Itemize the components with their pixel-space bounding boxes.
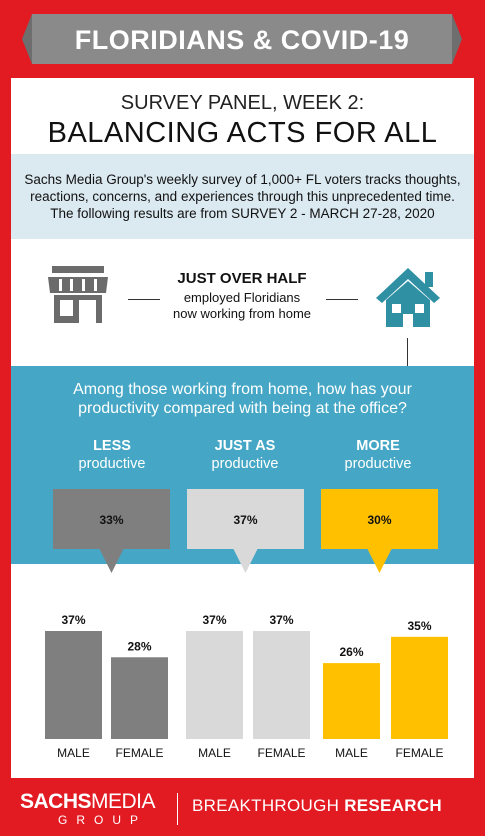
page-headline: BALANCING ACTS FOR ALL <box>47 117 438 149</box>
connector-left <box>128 299 160 300</box>
gender-value-label-1-0: 37% <box>202 613 226 627</box>
overall-productivity-chart: 33% 37% 30% <box>53 489 438 573</box>
wfh-line-2: now working from home <box>173 306 311 321</box>
title-banner: FLORIDIANS & COVID-19 <box>32 14 452 64</box>
productivity-question: Among those working from home, how has y… <box>11 380 474 418</box>
category-more-label: MORE <box>356 438 400 454</box>
category-same-label: JUST AS <box>214 438 276 454</box>
overall-value-label-1: 37% <box>233 513 257 527</box>
tagline-bold: RESEARCH <box>344 796 443 815</box>
banner-notch-left <box>22 14 32 64</box>
gender-value-label-0-0: 37% <box>61 613 85 627</box>
gender-category-label-0-0: MALE <box>57 746 90 760</box>
gender-value-label-0-1: 28% <box>127 639 151 653</box>
intro-line-1: Sachs Media Group's weekly survey of 1,0… <box>24 172 461 187</box>
wfh-line-1: employed Floridians <box>183 290 301 305</box>
intro-box: Sachs Media Group's weekly survey of 1,0… <box>11 154 474 239</box>
question-line-1: Among those working from home, how has y… <box>73 381 412 398</box>
wfh-headline: JUST OVER HALF <box>177 270 307 287</box>
category-more-sub: productive <box>344 456 412 472</box>
intro-line-2: reactions, concerns, and experiences thr… <box>30 189 455 204</box>
brand-media: MEDIA <box>91 790 156 813</box>
gender-category-label-2-0: MALE <box>335 746 368 760</box>
gender-bar-1-1 <box>253 631 310 739</box>
gender-value-label-1-1: 37% <box>269 613 293 627</box>
category-less-label: LESS <box>93 438 131 454</box>
banner-notch-right <box>452 14 462 64</box>
footer-tagline: BREAKTHROUGH RESEARCH <box>192 796 442 816</box>
banner-title: FLORIDIANS & COVID-19 <box>74 25 410 55</box>
connector-down <box>407 338 408 366</box>
gender-bar-0-0 <box>45 631 102 739</box>
overall-bar-1 <box>187 489 304 573</box>
gender-bar-2-0 <box>323 663 380 739</box>
footer-divider <box>177 793 178 825</box>
brand-group: GROUP <box>58 813 148 827</box>
brand-sachs: SACHS <box>20 790 92 813</box>
gender-category-label-1-0: MALE <box>198 746 231 760</box>
overall-value-label-0: 33% <box>99 513 123 527</box>
gender-productivity-chart: 37% MALE 28% FEMALE 37% MALE 37% FEMALE 26% MALE 3… <box>45 613 448 760</box>
overall-bar-2 <box>321 489 438 573</box>
gender-bar-1-0 <box>186 631 243 739</box>
tagline-regular: BREAKTHROUGH <box>192 796 345 815</box>
gender-bar-0-1 <box>111 657 168 739</box>
house-icon <box>376 268 440 327</box>
brand-logo: SACHSMEDIA <box>20 790 156 814</box>
overall-bar-0 <box>53 489 170 573</box>
overall-value-label-2: 30% <box>367 513 391 527</box>
survey-subtitle: SURVEY PANEL, WEEK 2: <box>120 92 365 114</box>
gender-value-label-2-0: 26% <box>339 645 363 659</box>
gender-bar-2-1 <box>391 636 448 739</box>
gender-category-label-1-1: FEMALE <box>257 746 305 760</box>
gender-value-label-2-1: 35% <box>407 619 431 633</box>
category-same-sub: productive <box>211 456 279 472</box>
gender-category-label-2-1: FEMALE <box>395 746 443 760</box>
intro-line-3: The following results are from SURVEY 2 … <box>50 206 435 221</box>
gender-category-label-0-1: FEMALE <box>115 746 163 760</box>
storefront-icon <box>48 266 108 323</box>
connector-right <box>326 299 358 300</box>
category-less-sub: productive <box>78 456 146 472</box>
question-line-2: productivity compared with being at the … <box>78 400 407 417</box>
